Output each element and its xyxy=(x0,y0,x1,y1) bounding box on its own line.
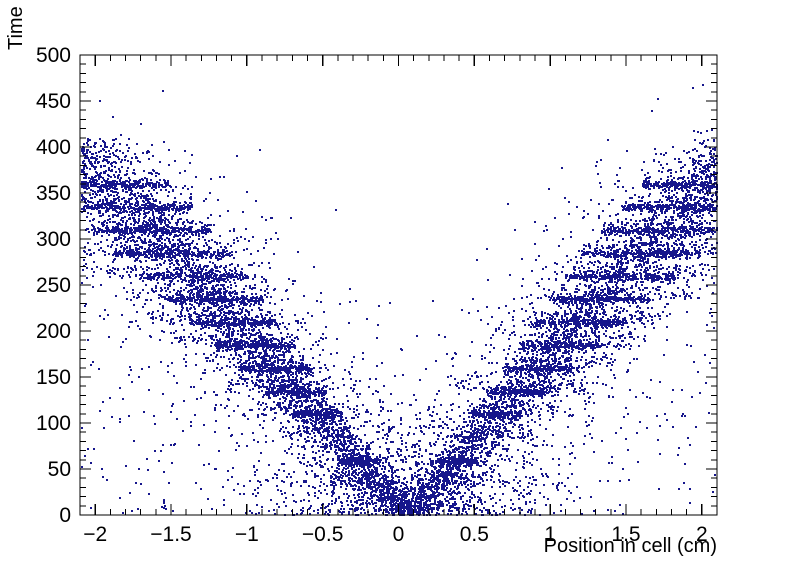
y-tick-label: 200 xyxy=(36,320,71,343)
y-tick-label: 300 xyxy=(36,228,71,251)
x-tick-label: −1 xyxy=(235,523,259,546)
x-tick-label: 0.5 xyxy=(460,523,489,546)
x-tick-label: 1.5 xyxy=(611,523,640,546)
y-tick-label: 0 xyxy=(59,504,71,527)
x-tick-label: 2 xyxy=(696,523,708,546)
y-tick-label: 100 xyxy=(36,412,71,435)
x-tick-label: −2 xyxy=(83,523,107,546)
data-point-cloud xyxy=(81,84,718,516)
y-tick-label: 500 xyxy=(36,44,71,67)
axis-tick-labels: −2 −1.5 −1 −0.5 0 0.5 1 1.5 2 0 50 100 150 200 250 300 3… xyxy=(36,44,708,546)
y-tick-label: 50 xyxy=(48,458,71,481)
x-tick-label: 0 xyxy=(393,523,405,546)
y-tick-label: 250 xyxy=(36,274,71,297)
x-tick-label: 1 xyxy=(544,523,556,546)
y-tick-label: 350 xyxy=(36,182,71,205)
y-tick-label: 150 xyxy=(36,366,71,389)
y-tick-label: 400 xyxy=(36,136,71,159)
y-axis-title: Time (ns) xyxy=(5,0,27,50)
axis-ticks xyxy=(80,54,717,516)
x-axis-title: Position in cell (cm) xyxy=(544,535,717,557)
y-tick-label: 450 xyxy=(36,90,71,113)
x-tick-label: −0.5 xyxy=(302,523,343,546)
x-tick-label: −1.5 xyxy=(150,523,191,546)
